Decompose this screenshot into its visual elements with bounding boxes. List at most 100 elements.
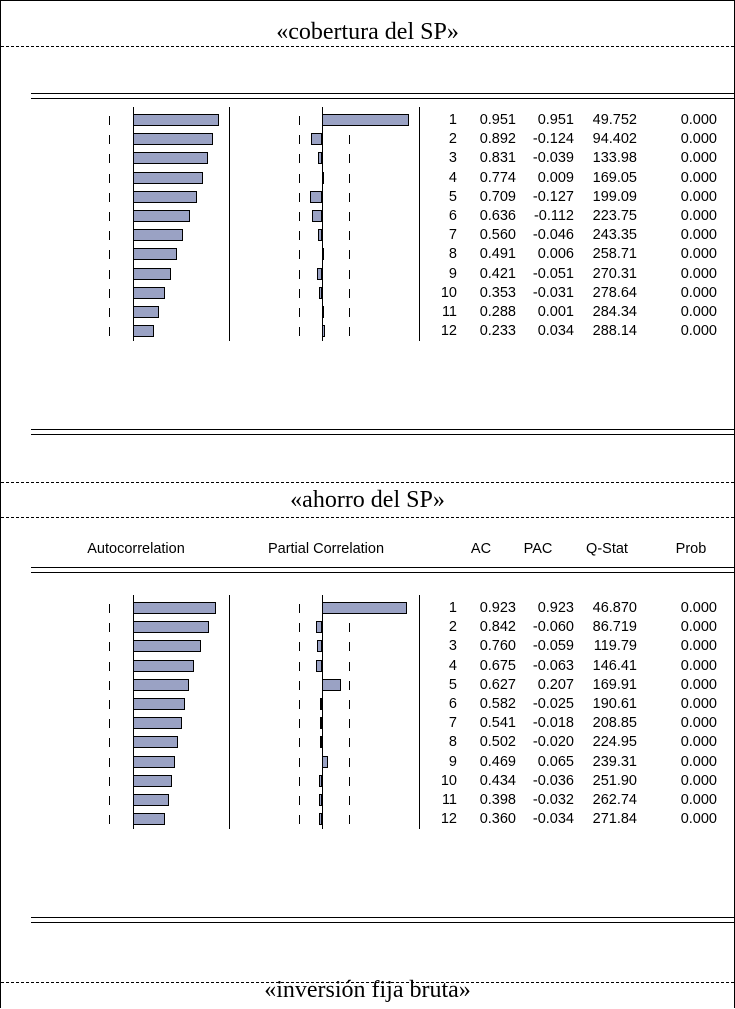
ac-value: 0.233: [479, 323, 516, 340]
ac-band-tick: [109, 192, 110, 202]
prob-value: 0.000: [680, 284, 717, 301]
ac-band-tick: [109, 604, 110, 613]
lag-cell: 10: [440, 772, 457, 789]
pac-value: -0.124: [532, 131, 574, 148]
ac-bar: [133, 325, 154, 338]
pac-band-tick: [349, 154, 350, 164]
pac-band-tick: [349, 250, 350, 260]
pac-band-tick: [349, 327, 350, 337]
pac-value: -0.032: [532, 792, 574, 808]
ac-value: 0.469: [479, 753, 516, 770]
ac-value: 0.434: [479, 772, 516, 789]
ac-bar: [133, 133, 214, 146]
pac-zero-axis: [322, 595, 323, 830]
pac-band-tick: [349, 757, 350, 767]
pac-band-tick: [299, 738, 300, 748]
lag-cell: 3: [448, 638, 457, 655]
ac-value: 0.923: [479, 600, 516, 616]
ac-bar: [133, 152, 208, 165]
pac-value: -0.046: [532, 227, 574, 244]
pac-band-tick: [299, 623, 300, 633]
pac-bar: [319, 286, 322, 299]
pac-band-tick: [299, 116, 300, 125]
pac-bar: [311, 210, 322, 222]
ac-value: 0.842: [479, 619, 516, 636]
pac-bar: [322, 248, 324, 261]
ac-bar: [133, 171, 203, 184]
pac-band-tick: [349, 680, 350, 690]
pac-band-tick: [299, 757, 300, 767]
lag-cell: 5: [448, 676, 457, 693]
qstat-value: 278.64: [592, 284, 637, 301]
pac-band-tick: [349, 308, 350, 317]
ac-band-tick: [109, 661, 110, 671]
lag-cell: 9: [448, 265, 457, 282]
pac-bar: [317, 229, 322, 242]
pac-value: -0.059: [532, 638, 574, 655]
pac-band-tick: [299, 173, 300, 183]
ac-zero-axis: [133, 107, 134, 342]
pac-bar: [322, 325, 326, 338]
ac-band-tick: [109, 173, 110, 183]
prob-value: 0.000: [680, 150, 717, 167]
pac-bar: [322, 171, 324, 184]
prob-value: 0.000: [680, 696, 717, 712]
ac-bar: [133, 813, 166, 826]
qstat-value: 86.719: [592, 619, 637, 636]
pac-band-tick: [349, 700, 350, 709]
qstat-value: 251.90: [592, 772, 637, 789]
pac-bar: [318, 152, 322, 165]
lag-cell: 11: [441, 304, 457, 320]
qstat-value: 271.84: [592, 811, 637, 828]
prob-value: 0.000: [680, 792, 717, 808]
pac-value: -0.051: [532, 265, 574, 282]
lag-cell: 12: [440, 811, 457, 828]
lag-cell: 6: [448, 696, 457, 712]
pac-zero-axis: [322, 107, 323, 342]
pac-bar: [322, 755, 328, 768]
ac-band-tick: [109, 738, 110, 748]
lag-cell: 5: [448, 188, 457, 205]
pac-value: 0.034: [537, 323, 574, 340]
caption-cobertura: «cobertura del SP»: [276, 19, 459, 45]
prob-value: 0.000: [680, 188, 717, 205]
ac-bar: [133, 794, 169, 806]
pac-bar: [320, 736, 323, 749]
qstat-value: 146.41: [592, 657, 637, 674]
ac-bar: [133, 621, 209, 634]
double-rule: [31, 567, 734, 573]
correlogram-cobertura: 1 0.951 0.951 49.752 0.000 2 0.892 -0.124 94.402…: [1, 93, 734, 437]
pac-band-tick: [349, 719, 350, 729]
ac-band-tick: [109, 154, 110, 164]
double-rule: [31, 93, 734, 99]
qstat-value: 262.74: [592, 792, 637, 808]
ac-band-tick: [109, 815, 110, 825]
qstat-value: 46.870: [592, 600, 637, 616]
ac-value: 0.491: [479, 246, 516, 263]
lag-cell: 7: [448, 715, 457, 732]
pac-value: -0.060: [532, 619, 574, 636]
qstat-value: 239.31: [592, 753, 637, 770]
pac-band-tick: [299, 154, 300, 164]
pac-band-tick: [299, 269, 300, 279]
lag-cell: 8: [448, 246, 457, 263]
pac-bar: [320, 717, 323, 730]
column-divider: [419, 595, 420, 830]
pac-band-tick: [299, 815, 300, 825]
ac-band-tick: [109, 776, 110, 786]
ac-bar: [133, 602, 217, 614]
pac-value: -0.034: [532, 811, 574, 828]
qstat-value: 270.31: [592, 265, 637, 282]
pac-bar: [318, 774, 322, 787]
pac-band-tick: [349, 623, 350, 633]
ac-value: 0.892: [479, 131, 516, 148]
qstat-value: 284.34: [592, 304, 637, 320]
prob-value: 0.000: [680, 638, 717, 655]
caption-inversion: «inversión fija bruta»: [264, 977, 471, 1003]
qstat-value: 94.402: [592, 131, 637, 148]
pac-value: -0.025: [532, 696, 574, 712]
pac-bar: [318, 813, 322, 826]
ac-value: 0.636: [479, 208, 516, 224]
lag-cell: 7: [448, 227, 457, 244]
